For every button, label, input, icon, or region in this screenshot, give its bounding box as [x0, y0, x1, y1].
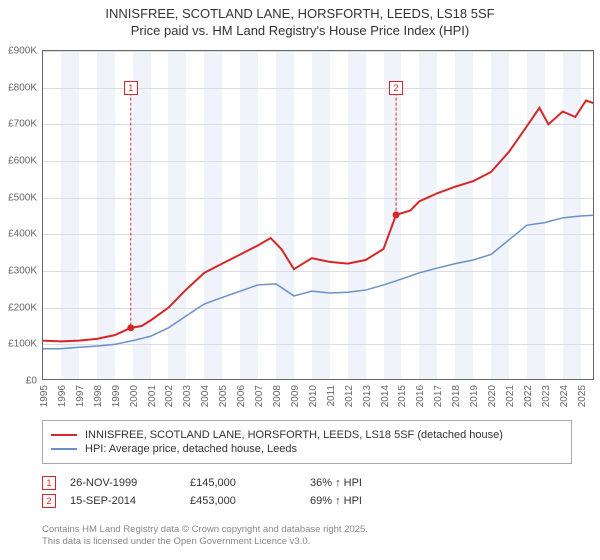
x-axis-label: 1995 [39, 385, 50, 407]
x-axis-label: 1997 [75, 385, 86, 407]
x-axis-label: 2005 [218, 385, 229, 407]
legend-label-price: INNISFREE, SCOTLAND LANE, HORSFORTH, LEE… [85, 429, 503, 441]
x-axis-label: 2001 [147, 385, 158, 407]
trade-date: 26-NOV-1999 [70, 477, 190, 489]
x-axis-label: 2022 [523, 385, 534, 407]
attribution: Contains HM Land Registry data © Crown c… [42, 524, 582, 548]
attribution-line2: This data is licensed under the Open Gov… [42, 536, 310, 547]
x-axis-label: 2021 [505, 385, 516, 407]
chart-container: INNISFREE, SCOTLAND LANE, HORSFORTH, LEE… [0, 0, 600, 560]
trade-delta: 69% ↑ HPI [310, 495, 430, 507]
x-axis-label: 2014 [380, 385, 391, 407]
x-axis-label: 2003 [182, 385, 193, 407]
x-axis-label: 2004 [200, 385, 211, 407]
x-axis-label: 2008 [272, 385, 283, 407]
x-axis-label: 2009 [290, 385, 301, 407]
x-axis-label: 2023 [541, 385, 552, 407]
x-axis-label: 1999 [111, 385, 122, 407]
trade-marker-icon: 1 [42, 476, 56, 490]
legend-swatch-hpi [51, 448, 77, 450]
y-axis-label: £100K [0, 339, 37, 350]
x-axis-label: 2002 [164, 385, 175, 407]
x-axis-label: 2007 [254, 385, 265, 407]
x-axis-label: 2024 [559, 385, 570, 407]
x-axis-label: 2019 [469, 385, 480, 407]
y-axis-label: £200K [0, 302, 37, 313]
x-axis-label: 1996 [57, 385, 68, 407]
x-axis-label: 2018 [451, 385, 462, 407]
trade-marker-icon: 2 [42, 494, 56, 508]
x-axis-label: 1998 [93, 385, 104, 407]
y-axis-label: £700K [0, 119, 37, 130]
x-axis-label: 2013 [362, 385, 373, 407]
trade-date: 15-SEP-2014 [70, 495, 190, 507]
legend-item-price: INNISFREE, SCOTLAND LANE, HORSFORTH, LEE… [51, 429, 563, 441]
chart-marker-icon: 1 [124, 81, 138, 95]
plot-area: £0£100K£200K£300K£400K£500K£600K£700K£80… [42, 50, 594, 380]
trade-price: £145,000 [190, 477, 310, 489]
x-axis-label: 2006 [236, 385, 247, 407]
trade-row: 2 15-SEP-2014 £453,000 69% ↑ HPI [42, 494, 572, 508]
x-axis-label: 2011 [326, 385, 337, 407]
x-axis-label: 2012 [344, 385, 355, 407]
x-axis-label: 2010 [308, 385, 319, 407]
y-axis-label: £600K [0, 156, 37, 167]
attribution-line1: Contains HM Land Registry data © Crown c… [42, 524, 368, 535]
x-axis-label: 2000 [129, 385, 140, 407]
legend-box: INNISFREE, SCOTLAND LANE, HORSFORTH, LEE… [42, 420, 572, 464]
chart-marker-icon: 2 [389, 81, 403, 95]
x-axis-label: 2017 [433, 385, 444, 407]
y-axis-label: £800K [0, 82, 37, 93]
x-axis-label: 2025 [577, 385, 588, 407]
y-axis-label: £400K [0, 229, 37, 240]
y-axis-label: £300K [0, 266, 37, 277]
title-line1: INNISFREE, SCOTLAND LANE, HORSFORTH, LEE… [105, 6, 494, 21]
trade-price: £453,000 [190, 495, 310, 507]
trade-delta: 36% ↑ HPI [310, 477, 430, 489]
title-line2: Price paid vs. HM Land Registry's House … [131, 23, 469, 38]
trades-table: 1 26-NOV-1999 £145,000 36% ↑ HPI 2 15-SE… [42, 472, 572, 512]
y-axis-label: £500K [0, 192, 37, 203]
legend-label-hpi: HPI: Average price, detached house, Leed… [85, 443, 297, 455]
legend-swatch-price [51, 434, 77, 436]
x-axis-label: 2020 [487, 385, 498, 407]
x-axis-label: 2016 [415, 385, 426, 407]
x-axis-label: 2015 [397, 385, 408, 407]
chart-svg [43, 51, 593, 379]
trade-row: 1 26-NOV-1999 £145,000 36% ↑ HPI [42, 476, 572, 490]
chart-title: INNISFREE, SCOTLAND LANE, HORSFORTH, LEE… [0, 0, 600, 40]
y-axis-label: £900K [0, 46, 37, 57]
y-axis-label: £0 [0, 376, 37, 387]
legend-item-hpi: HPI: Average price, detached house, Leed… [51, 443, 563, 455]
